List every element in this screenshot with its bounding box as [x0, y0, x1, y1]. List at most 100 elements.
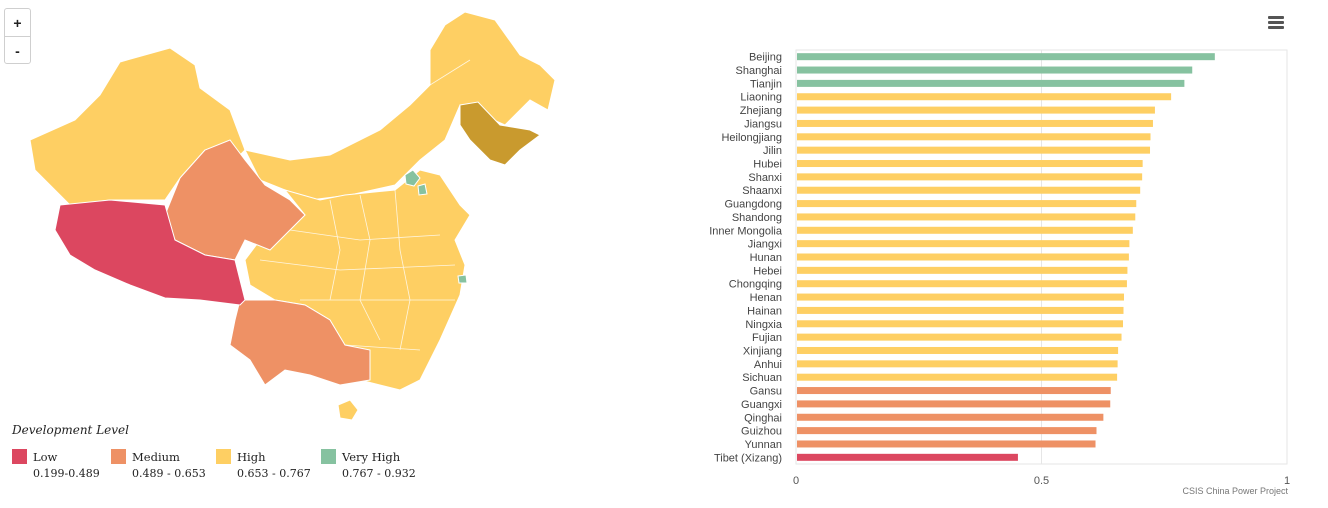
- chart-category-label: Hubei: [753, 159, 782, 171]
- chart-category-label: Shanxi: [748, 172, 782, 184]
- chart-bar[interactable]: [797, 79, 1185, 87]
- chart-bar[interactable]: [797, 173, 1143, 181]
- chart-category-label: Chongqing: [729, 279, 782, 291]
- chart-category-label: Jiangxi: [748, 239, 782, 251]
- legend-swatch-low: [12, 449, 27, 464]
- chart-category-label: Tianjin: [750, 78, 782, 90]
- chart-x-tick-labels: 0 0.5 1: [793, 475, 1290, 487]
- menu-line: [1268, 16, 1284, 19]
- legend-swatch-very-high: [321, 449, 336, 464]
- map-region-beijing[interactable]: [404, 169, 421, 187]
- legend-label-high: High: [237, 450, 266, 464]
- chart-category-label: Guangdong: [725, 199, 783, 211]
- chart-category-label: Heilongjiang: [721, 132, 782, 144]
- chart-category-label: Anhui: [754, 359, 782, 371]
- chart-bar[interactable]: [797, 266, 1128, 274]
- chart-category-label: Xinjiang: [743, 345, 782, 357]
- chart-bar[interactable]: [797, 306, 1124, 314]
- chart-category-label: Jiangsu: [744, 118, 782, 130]
- hamburger-menu-icon[interactable]: [1266, 14, 1286, 30]
- china-choropleth-map: [29, 11, 556, 420]
- chart-bar[interactable]: [797, 373, 1118, 381]
- legend-swatch-medium: [111, 449, 126, 464]
- zoom-in-button[interactable]: +: [5, 9, 30, 37]
- chart-category-label: Fujian: [752, 332, 782, 344]
- chart-bar[interactable]: [797, 106, 1155, 114]
- chart-category-label: Qinghai: [744, 412, 782, 424]
- chart-category-label: Gansu: [750, 386, 782, 398]
- map-region-hainan[interactable]: [337, 399, 359, 420]
- chart-category-labels: BeijingShanghaiTianjinLiaoningZhejiangJi…: [709, 52, 783, 465]
- chart-bar[interactable]: [797, 119, 1153, 127]
- chart-bar[interactable]: [797, 360, 1118, 368]
- chart-category-label: Liaoning: [740, 92, 782, 104]
- legend-title: Development Level: [12, 423, 129, 437]
- chart-category-label: Hunan: [750, 252, 782, 264]
- chart-category-label: Ningxia: [745, 319, 783, 331]
- menu-line: [1268, 21, 1284, 24]
- chart-bar[interactable]: [797, 133, 1151, 141]
- chart-bar[interactable]: [797, 440, 1096, 448]
- legend-swatch-high: [216, 449, 231, 464]
- chart-bar[interactable]: [797, 53, 1215, 61]
- chart-bar[interactable]: [797, 160, 1143, 168]
- chart-category-label: Hainan: [747, 305, 782, 317]
- chart-bar[interactable]: [797, 213, 1136, 221]
- menu-line: [1268, 26, 1284, 29]
- legend-range-medium: 0.489 - 0.653: [132, 467, 206, 480]
- map-region-tianjin[interactable]: [417, 183, 428, 196]
- chart-bar[interactable]: [797, 200, 1137, 208]
- legend-range-very-high: 0.767 - 0.932: [342, 467, 416, 480]
- map-region-shanghai[interactable]: [457, 274, 468, 284]
- chart-credits: CSIS China Power Project: [1182, 486, 1288, 496]
- chart-bar[interactable]: [797, 346, 1119, 354]
- chart-category-label: Zhejiang: [740, 105, 782, 117]
- chart-category-label: Beijing: [749, 52, 782, 64]
- chart-bar[interactable]: [797, 146, 1151, 154]
- map-region-heilongjiang-highlight[interactable]: [459, 101, 541, 166]
- map-region-tibet[interactable]: [54, 199, 246, 306]
- chart-bar[interactable]: [797, 413, 1104, 421]
- chart-category-label: Sichuan: [742, 372, 782, 384]
- chart-category-label: Henan: [750, 292, 782, 304]
- legend-range-low: 0.199-0.489: [33, 467, 100, 480]
- chart-bar[interactable]: [797, 387, 1111, 395]
- chart-category-label: Guizhou: [741, 426, 782, 438]
- map-region-central-east[interactable]: [244, 169, 471, 391]
- legend-range-high: 0.653 - 0.767: [237, 467, 311, 480]
- chart-bar[interactable]: [797, 400, 1111, 408]
- map-region-southwest[interactable]: [229, 299, 371, 386]
- chart-category-label: Inner Mongolia: [709, 225, 783, 237]
- chart-bar[interactable]: [797, 226, 1133, 234]
- map-zoom-controls: + -: [4, 8, 31, 64]
- chart-bar[interactable]: [797, 240, 1130, 248]
- chart-bars: [797, 53, 1215, 461]
- chart-category-label: Guangxi: [741, 399, 782, 411]
- chart-category-label: Shaanxi: [742, 185, 782, 197]
- chart-category-label: Shandong: [732, 212, 782, 224]
- legend-label-medium: Medium: [132, 450, 180, 464]
- chart-bar[interactable]: [797, 427, 1097, 435]
- chart-bar[interactable]: [797, 253, 1129, 261]
- chart-bar[interactable]: [797, 320, 1124, 328]
- chart-bar[interactable]: [797, 66, 1193, 74]
- chart-bar[interactable]: [797, 93, 1172, 101]
- chart-x-tick-label: 1: [1284, 475, 1290, 487]
- legend-label-very-high: Very High: [342, 450, 401, 464]
- chart-bar[interactable]: [797, 186, 1141, 194]
- chart-bar[interactable]: [797, 293, 1124, 301]
- chart-category-label: Jilin: [763, 145, 782, 157]
- chart-bar[interactable]: [797, 333, 1122, 341]
- chart-bar[interactable]: [797, 453, 1018, 461]
- chart-category-label: Hebei: [753, 265, 782, 277]
- chart-bar[interactable]: [797, 280, 1127, 288]
- province-borders: [259, 59, 471, 351]
- chart-category-label: Yunnan: [745, 439, 782, 451]
- chart-x-tick-label: 0: [793, 475, 799, 487]
- chart-x-tick-label: 0.5: [1034, 475, 1049, 487]
- chart-category-label: Tibet (Xizang): [714, 452, 782, 464]
- chart-category-label: Shanghai: [736, 65, 783, 77]
- zoom-out-button[interactable]: -: [15, 42, 20, 59]
- legend-label-low: Low: [33, 450, 58, 464]
